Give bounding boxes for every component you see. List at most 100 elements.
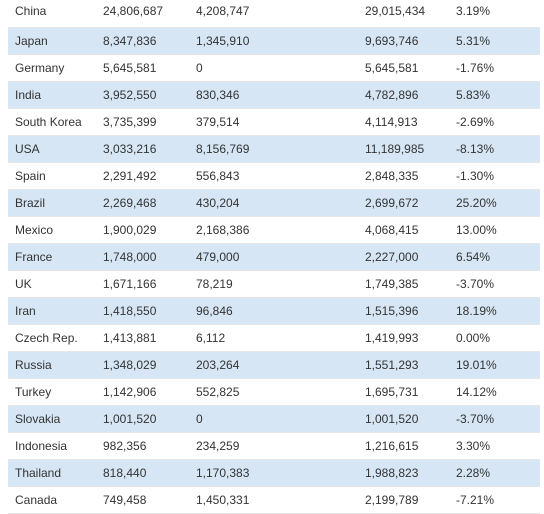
cell-country: South Korea bbox=[8, 108, 96, 136]
cell-change: 2.28% bbox=[449, 459, 540, 487]
cell-change: 25.20% bbox=[449, 189, 540, 217]
table-row: Brazil 2,269,468 430,204 2,699,672 25.20… bbox=[8, 189, 540, 217]
cell-country: Brazil bbox=[8, 189, 96, 217]
cell-country: Russia bbox=[8, 351, 96, 379]
table-row: Indonesia 982,356 234,259 1,216,615 3.30… bbox=[8, 432, 540, 460]
cell-total: 2,699,672 bbox=[358, 189, 449, 217]
cell-value-b: 1,450,331 bbox=[189, 486, 358, 514]
cell-country: Germany bbox=[8, 54, 96, 82]
cell-value-a: 5,645,581 bbox=[96, 54, 189, 82]
cell-value-b: 556,843 bbox=[189, 162, 358, 190]
cell-total: 2,848,335 bbox=[358, 162, 449, 190]
cell-change: -8.13% bbox=[449, 135, 540, 163]
cell-change: 14.12% bbox=[449, 378, 540, 406]
cell-value-b: 4,208,747 bbox=[189, 0, 358, 28]
cell-value-b: 8,156,769 bbox=[189, 135, 358, 163]
table-row: India 3,952,550 830,346 4,782,896 5.83% bbox=[8, 81, 540, 109]
cell-change: 6.54% bbox=[449, 243, 540, 271]
cell-value-a: 8,347,836 bbox=[96, 27, 189, 55]
cell-country: Czech Rep. bbox=[8, 324, 96, 352]
table-row: France 1,748,000 479,000 2,227,000 6.54% bbox=[8, 243, 540, 271]
cell-change: -1.30% bbox=[449, 162, 540, 190]
cell-value-b: 2,168,386 bbox=[189, 216, 358, 244]
cell-value-b: 96,846 bbox=[189, 297, 358, 325]
cell-value-a: 1,900,029 bbox=[96, 216, 189, 244]
cell-value-a: 982,356 bbox=[96, 432, 189, 460]
cell-total: 4,114,913 bbox=[358, 108, 449, 136]
cell-value-a: 1,748,000 bbox=[96, 243, 189, 271]
cell-value-b: 0 bbox=[189, 405, 358, 433]
cell-value-a: 2,269,468 bbox=[96, 189, 189, 217]
cell-change: -1.76% bbox=[449, 54, 540, 82]
cell-total: 2,227,000 bbox=[358, 243, 449, 271]
cell-total: 5,645,581 bbox=[358, 54, 449, 82]
cell-country: USA bbox=[8, 135, 96, 163]
cell-change: -7.21% bbox=[449, 486, 540, 514]
table-row: UK 1,671,166 78,219 1,749,385 -3.70% bbox=[8, 270, 540, 298]
table-row: USA 3,033,216 8,156,769 11,189,985 -8.13… bbox=[8, 135, 540, 163]
cell-value-a: 24,806,687 bbox=[96, 0, 189, 28]
table-body: China 24,806,687 4,208,747 29,015,434 3.… bbox=[8, 0, 540, 514]
table-row: Russia 1,348,029 203,264 1,551,293 19.01… bbox=[8, 351, 540, 379]
cell-total: 1,988,823 bbox=[358, 459, 449, 487]
cell-value-a: 1,413,881 bbox=[96, 324, 189, 352]
cell-country: Turkey bbox=[8, 378, 96, 406]
cell-change: 5.31% bbox=[449, 27, 540, 55]
table-row: Spain 2,291,492 556,843 2,848,335 -1.30% bbox=[8, 162, 540, 190]
cell-total: 1,749,385 bbox=[358, 270, 449, 298]
cell-value-b: 430,204 bbox=[189, 189, 358, 217]
cell-change: 19.01% bbox=[449, 351, 540, 379]
table-row: Iran 1,418,550 96,846 1,515,396 18.19% bbox=[8, 297, 540, 325]
cell-change: 13.00% bbox=[449, 216, 540, 244]
cell-country: Japan bbox=[8, 27, 96, 55]
table-row: Czech Rep. 1,413,881 6,112 1,419,993 0.0… bbox=[8, 324, 540, 352]
cell-value-b: 78,219 bbox=[189, 270, 358, 298]
production-table: China 24,806,687 4,208,747 29,015,434 3.… bbox=[8, 0, 540, 514]
cell-change: -3.70% bbox=[449, 270, 540, 298]
cell-total: 11,189,985 bbox=[358, 135, 449, 163]
cell-value-a: 1,142,906 bbox=[96, 378, 189, 406]
cell-total: 1,515,396 bbox=[358, 297, 449, 325]
table-row: Thailand 818,440 1,170,383 1,988,823 2.2… bbox=[8, 459, 540, 487]
cell-value-b: 0 bbox=[189, 54, 358, 82]
cell-value-b: 6,112 bbox=[189, 324, 358, 352]
cell-total: 29,015,434 bbox=[358, 0, 449, 28]
cell-value-b: 234,259 bbox=[189, 432, 358, 460]
cell-value-b: 479,000 bbox=[189, 243, 358, 271]
cell-total: 1,216,615 bbox=[358, 432, 449, 460]
cell-country: China bbox=[8, 0, 96, 28]
cell-country: Spain bbox=[8, 162, 96, 190]
cell-value-b: 379,514 bbox=[189, 108, 358, 136]
cell-country: Slovakia bbox=[8, 405, 96, 433]
cell-value-a: 3,735,399 bbox=[96, 108, 189, 136]
cell-value-b: 1,170,383 bbox=[189, 459, 358, 487]
cell-total: 1,001,520 bbox=[358, 405, 449, 433]
cell-total: 1,419,993 bbox=[358, 324, 449, 352]
table-row: Mexico 1,900,029 2,168,386 4,068,415 13.… bbox=[8, 216, 540, 244]
cell-value-a: 1,001,520 bbox=[96, 405, 189, 433]
cell-total: 1,551,293 bbox=[358, 351, 449, 379]
cell-total: 9,693,746 bbox=[358, 27, 449, 55]
cell-value-b: 1,345,910 bbox=[189, 27, 358, 55]
cell-country: Indonesia bbox=[8, 432, 96, 460]
cell-value-a: 2,291,492 bbox=[96, 162, 189, 190]
cell-country: UK bbox=[8, 270, 96, 298]
cell-value-a: 749,458 bbox=[96, 486, 189, 514]
cell-country: Iran bbox=[8, 297, 96, 325]
table-row: South Korea 3,735,399 379,514 4,114,913 … bbox=[8, 108, 540, 136]
cell-change: 18.19% bbox=[449, 297, 540, 325]
cell-country: Canada bbox=[8, 486, 96, 514]
table-row: Germany 5,645,581 0 5,645,581 -1.76% bbox=[8, 54, 540, 82]
cell-value-a: 1,418,550 bbox=[96, 297, 189, 325]
cell-change: -2.69% bbox=[449, 108, 540, 136]
cell-value-a: 3,952,550 bbox=[96, 81, 189, 109]
cell-value-a: 3,033,216 bbox=[96, 135, 189, 163]
cell-change: 3.30% bbox=[449, 432, 540, 460]
table-row: Slovakia 1,001,520 0 1,001,520 -3.70% bbox=[8, 405, 540, 433]
cell-value-b: 830,346 bbox=[189, 81, 358, 109]
table-row: China 24,806,687 4,208,747 29,015,434 3.… bbox=[8, 0, 540, 28]
cell-total: 4,782,896 bbox=[358, 81, 449, 109]
cell-country: India bbox=[8, 81, 96, 109]
table-row: Turkey 1,142,906 552,825 1,695,731 14.12… bbox=[8, 378, 540, 406]
cell-change: 3.19% bbox=[449, 0, 540, 28]
